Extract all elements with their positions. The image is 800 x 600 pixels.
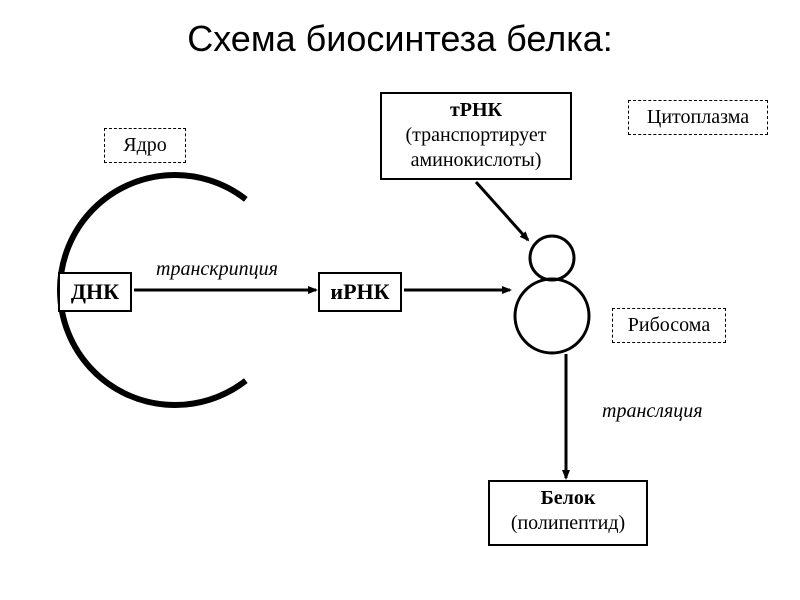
cytoplasm-label-text: Цитоплазма [647,106,749,128]
page-title: Схема биосинтеза белка: [0,18,800,60]
ribosome-large-subunit [515,279,589,353]
nucleus-label-text: Ядро [123,134,167,156]
transcription-label: транскрипция [156,258,278,281]
mrna-text: иРНК [330,279,389,304]
protein-text-1: Белок [541,487,596,509]
protein-text-2: (полипептид) [511,512,625,534]
protein-box: Белок (полипептид) [488,480,648,546]
trna-text-2: (транспортирует [405,124,546,146]
ribosome-label-text: Рибосома [628,314,710,336]
mrna-box: иРНК [318,272,402,312]
trna-box: тРНК (транспортирует аминокислоты) [380,92,572,180]
ribosome-label-box: Рибосома [612,308,726,343]
nucleus-label-box: Ядро [104,128,186,163]
cytoplasm-label-box: Цитоплазма [628,100,768,135]
translation-label: трансляция [602,400,703,423]
dna-text: ДНК [71,279,119,304]
ribosome-small-subunit [530,236,574,280]
trna-text-1: тРНК [450,99,502,121]
dna-box: ДНК [58,272,132,312]
trna-text-3: аминокислоты) [411,149,542,171]
arrow-trna-to-ribosome [476,182,528,240]
